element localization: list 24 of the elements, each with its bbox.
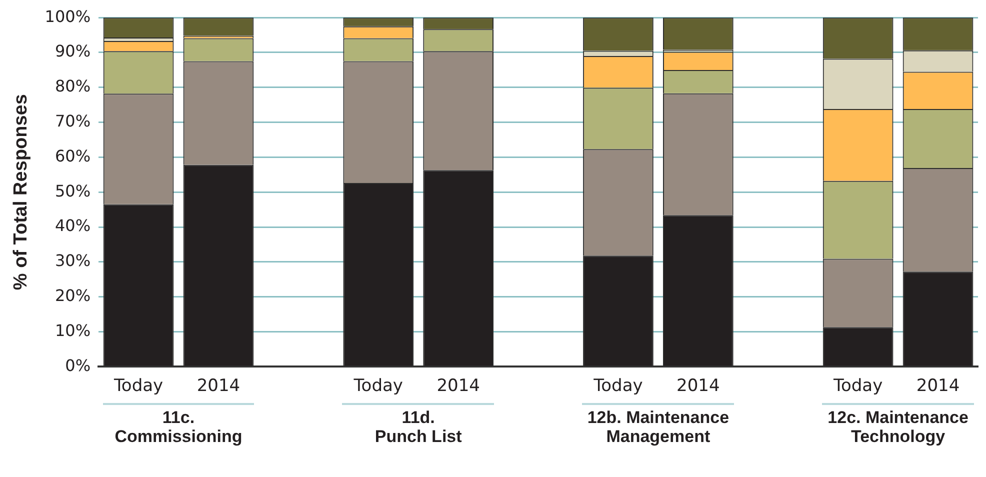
text: 11c. Commissioning: [114, 408, 244, 446]
y-tick-label: 10%: [54, 320, 91, 340]
text: 12c. Maintenance Technology: [826, 408, 970, 446]
y-tick-label: 90%: [54, 42, 91, 61]
y-tick-label: 70%: [54, 111, 91, 130]
y-tick-label: 80%: [54, 76, 91, 96]
x-tick-label: Today: [592, 376, 643, 396]
y-tick-label: 50%: [54, 181, 91, 200]
y-tick-label: 30%: [54, 251, 91, 270]
y-tick-label: 20%: [54, 286, 91, 305]
x-tick-label: 2014: [196, 376, 240, 396]
y-tick-label: 40%: [54, 216, 91, 236]
y-axis-title: % of Total Responses: [10, 94, 32, 290]
text: 11d. Punch List: [374, 408, 463, 446]
y-tick-label: 0%: [65, 356, 91, 375]
x-tick-label: 2014: [676, 376, 720, 396]
y-tick-label: 100%: [44, 6, 91, 26]
text: 12b. Maintenance Management: [586, 408, 730, 446]
x-tick-label: Today: [832, 376, 883, 396]
x-tick-label: Today: [352, 376, 403, 396]
y-tick-label: 60%: [54, 146, 91, 166]
x-tick-label: Today: [112, 376, 164, 396]
x-tick-label: 2014: [436, 376, 480, 396]
x-tick-label: 2014: [916, 376, 960, 396]
